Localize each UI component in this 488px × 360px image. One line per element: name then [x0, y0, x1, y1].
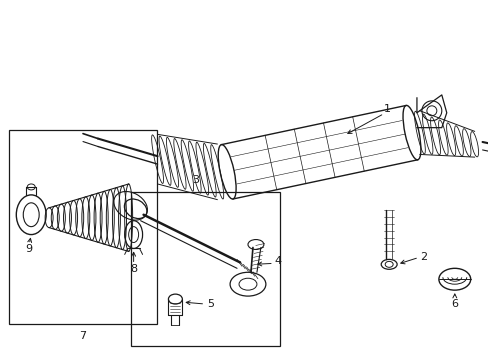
Bar — [9, 130, 156, 324]
Text: 9: 9 — [25, 244, 33, 255]
Text: 7: 7 — [79, 331, 86, 341]
Text: 4: 4 — [274, 256, 281, 266]
Text: 2: 2 — [420, 252, 427, 262]
Bar — [130, 192, 279, 346]
Text: 5: 5 — [206, 299, 213, 309]
Text: 8: 8 — [130, 264, 137, 274]
Text: 6: 6 — [450, 299, 457, 309]
Text: 1: 1 — [383, 104, 390, 113]
Text: 3: 3 — [191, 175, 199, 185]
